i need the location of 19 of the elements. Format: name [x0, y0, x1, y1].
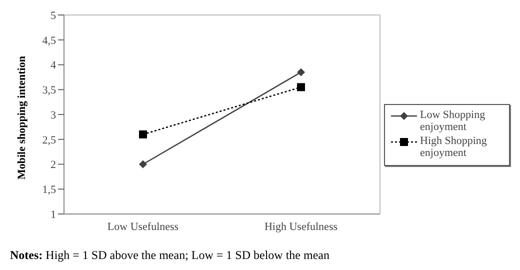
y-tick-label: 1,5 [42, 184, 56, 196]
y-tick-label: 5 [50, 10, 56, 22]
legend-label: Low Shopping enjoyment [420, 109, 486, 133]
legend-label: High Shopping enjoyment [420, 135, 488, 159]
x-tick-label: Low Usefulness [107, 220, 179, 233]
point [139, 130, 147, 138]
y-tick-label: 2,5 [42, 134, 56, 146]
text: Notes: High = 1 SD above the mean; Low = 1 SD below the mean [10, 248, 330, 263]
y-tick-label: 3 [50, 109, 56, 122]
y-tick-label: 2 [50, 159, 56, 172]
y-tick-label: 3,5 [42, 84, 56, 97]
y-tick-label: 4 [50, 60, 56, 72]
x-tick-label: High Usefulness [264, 220, 338, 233]
point [297, 68, 305, 76]
y-tick-label: 1 [50, 208, 56, 221]
y-axis-title: Mobile shopping intention [16, 56, 28, 180]
point [297, 83, 305, 92]
y-tick-label: 4,5 [42, 34, 56, 47]
point [139, 160, 147, 168]
